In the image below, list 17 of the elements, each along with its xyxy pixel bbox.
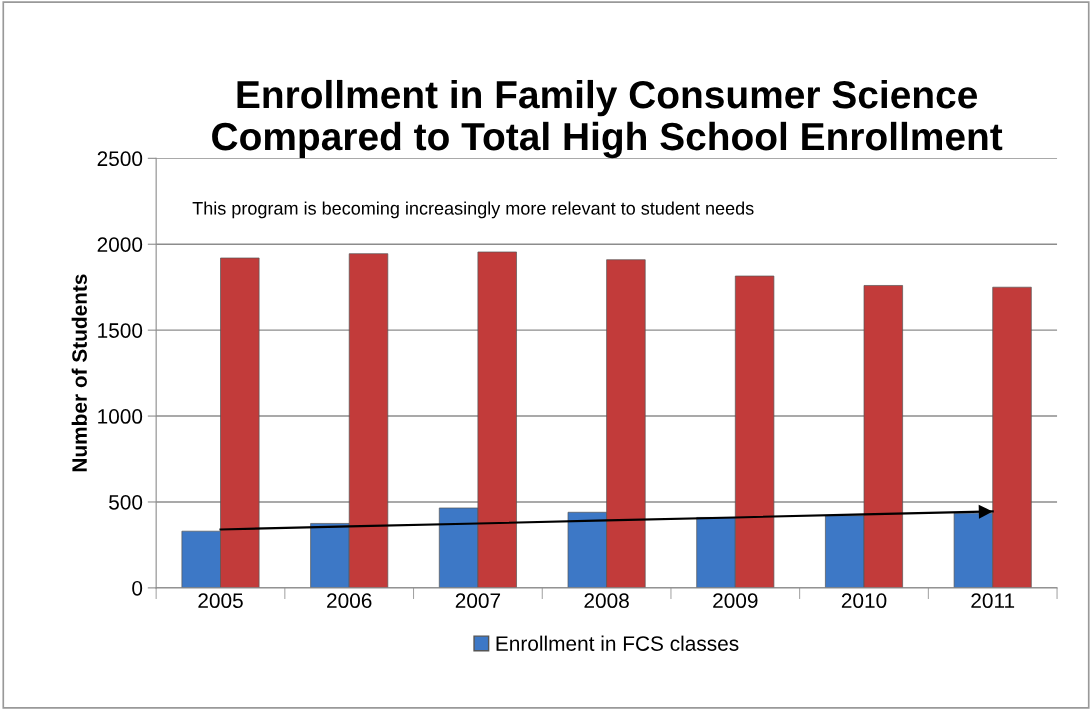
y-axis-title: Number of Students (71, 274, 87, 472)
x-tick-label: 2007 (455, 593, 501, 609)
x-tick-label: 2005 (198, 593, 243, 609)
y-tick-label: 0 (132, 580, 143, 596)
x-tick-label: 2008 (584, 593, 629, 609)
legend-label: Enrollment in FCS classes (496, 635, 739, 651)
annotation: This program is becoming increasingly more relevant to student needs (192, 201, 754, 219)
y-tick-label: 2500 (97, 151, 143, 167)
x-tick-label: 2009 (713, 593, 758, 609)
x-tick-label: 2011 (971, 593, 1015, 609)
y-tick-label: 1000 (98, 409, 143, 424)
x-tick-label: 2006 (327, 593, 372, 609)
chart-title: Enrollment in Family Consumer Science Compared to Total High School Enrollment (212, 79, 1003, 159)
y-tick-label: 1500 (98, 323, 143, 338)
y-tick-label: 500 (109, 494, 143, 510)
x-tick-label: 2010 (841, 593, 887, 609)
y-tick-label: 2000 (97, 237, 143, 252)
